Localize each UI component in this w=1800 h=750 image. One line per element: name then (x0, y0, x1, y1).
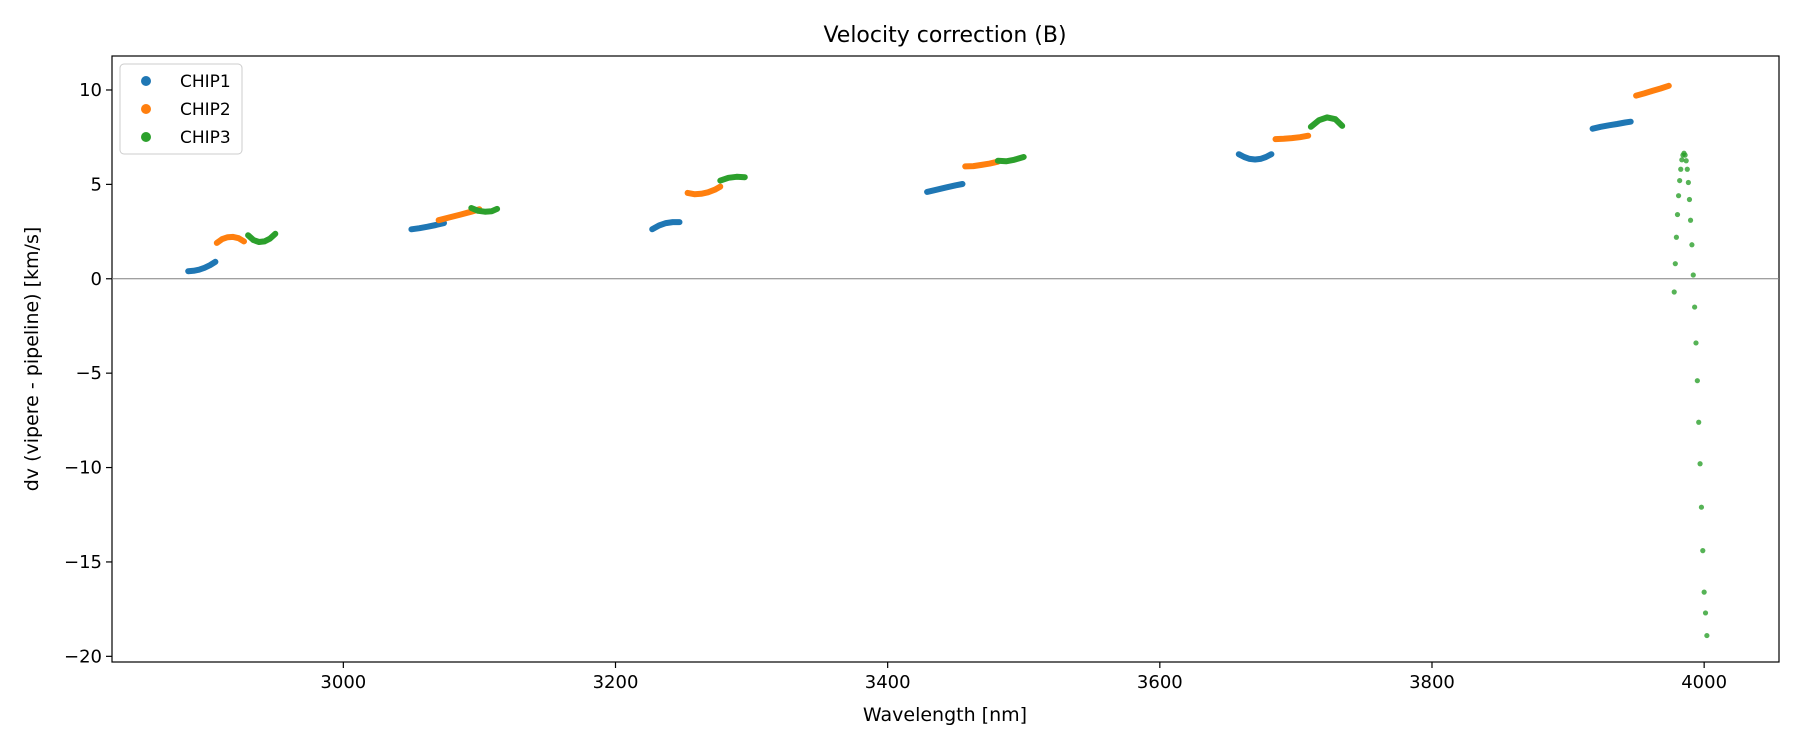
legend-marker-chip1 (141, 76, 151, 86)
y-tick-label: 0 (91, 269, 102, 290)
data-point (1679, 157, 1685, 163)
data-segment (717, 173, 748, 184)
y-tick-label: 5 (91, 174, 102, 195)
y-axis-label: dv (vipere - pipeline) [km/s] (21, 227, 43, 492)
data-point (1683, 158, 1689, 164)
data-segment (1589, 118, 1634, 132)
data-segment (1272, 132, 1312, 143)
data-point (1671, 289, 1677, 295)
data-point (1704, 632, 1710, 639)
legend-box (119, 63, 243, 155)
x-axis-label: Wavelength [nm] (863, 704, 1027, 726)
data-point (1685, 179, 1691, 186)
data-segment (1307, 114, 1346, 130)
data-point (1702, 610, 1709, 616)
data-point (1672, 261, 1678, 267)
data-segment (185, 258, 219, 275)
data-segment (684, 183, 724, 198)
x-tick-label: 3800 (1409, 672, 1455, 693)
data-point (1701, 589, 1707, 595)
data-point (1684, 166, 1690, 172)
legend-marker-chip3 (141, 132, 151, 142)
y-tick-label: −15 (64, 552, 102, 573)
legend-label-chip2: CHIP2 (180, 100, 231, 120)
data-point (1675, 193, 1682, 199)
data-point (1687, 217, 1694, 223)
x-tick-label: 4000 (1681, 672, 1727, 693)
x-tick-label: 3600 (1137, 672, 1183, 693)
data-segment (994, 154, 1027, 165)
data-point (1690, 272, 1696, 278)
series-chip2 (213, 82, 1672, 246)
x-tick-label: 3400 (865, 672, 911, 693)
data-point (1696, 419, 1702, 425)
y-tick-label: −10 (64, 458, 102, 479)
y-axis: −20 −15 −10 −5 0 5 10 (64, 80, 112, 667)
data-point (1698, 504, 1705, 510)
chart-title: Velocity correction (B) (823, 23, 1066, 48)
data-point (1694, 378, 1700, 384)
y-tick-label: 10 (79, 80, 102, 101)
y-tick-label: −5 (75, 363, 102, 384)
data-point (1674, 211, 1681, 218)
data-point (1686, 196, 1693, 203)
data-point (1673, 234, 1679, 240)
legend-marker-chip2 (141, 104, 151, 114)
data-point (1677, 177, 1683, 184)
x-axis: 3000 3200 3400 3600 3800 4000 (320, 662, 1727, 693)
data-point (1700, 548, 1706, 554)
data-layer (185, 82, 1710, 639)
data-segment (649, 219, 683, 233)
data-segment (924, 181, 966, 195)
data-point (1678, 166, 1684, 172)
x-tick-label: 3200 (593, 672, 639, 693)
plot-area-frame (111, 55, 1780, 663)
data-segment (245, 230, 279, 245)
data-segment (962, 158, 1001, 170)
data-point (1692, 304, 1698, 310)
data-point (1682, 152, 1688, 158)
data-segment (1633, 82, 1672, 99)
data-point (1697, 461, 1703, 467)
legend-label-chip1: CHIP1 (180, 72, 231, 92)
data-point (1693, 340, 1699, 346)
data-segment (213, 233, 247, 246)
series-chip3 (245, 114, 1710, 639)
data-segment (1235, 151, 1275, 163)
y-tick-label: −20 (64, 646, 102, 667)
legend: CHIP1 CHIP2 CHIP3 (119, 63, 243, 155)
series-chip1 (185, 118, 1634, 275)
data-segment (468, 205, 501, 215)
data-point (1689, 242, 1695, 248)
data-segment (408, 220, 447, 233)
x-tick-label: 3000 (320, 672, 366, 693)
legend-label-chip3: CHIP3 (180, 128, 231, 148)
